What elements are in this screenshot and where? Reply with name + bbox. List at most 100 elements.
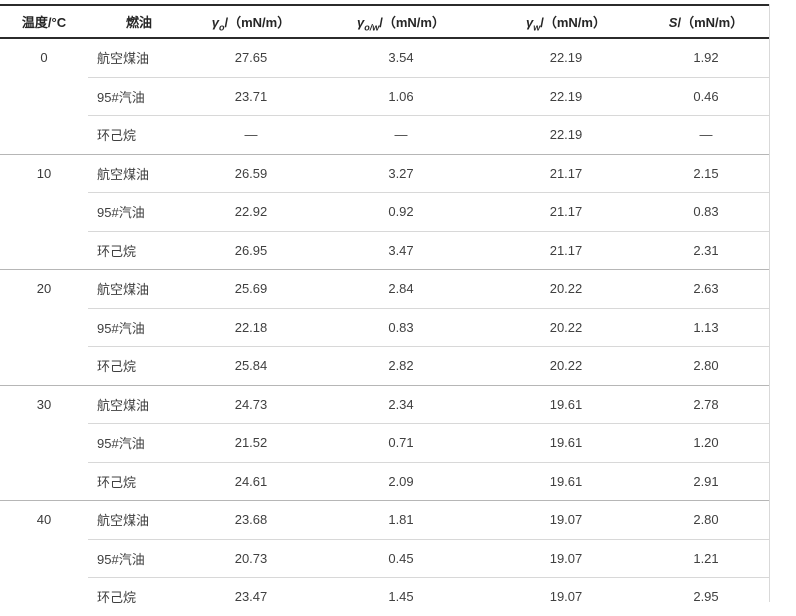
s-cell: 1.92 — [693, 50, 719, 66]
table-row: 0 航空煤油 27.65 3.54 22.19 1.92 — [0, 38, 770, 77]
s-cell: 1.21 — [642, 538, 770, 578]
table-row: 环己烷 26.95 3.47 21.17 2.31 — [0, 230, 770, 270]
gamma-w-cell: 22.19 — [490, 115, 642, 154]
gamma-ow-cell: 3.47 — [312, 230, 490, 270]
surface-tension-table: 温度/°C 燃油 γo/（mN/m） γo/w/（mN/m） γw/（mN/m）… — [0, 4, 770, 616]
gamma-w-cell: 22.19 — [549, 50, 583, 66]
s-cell: 0.46 — [642, 76, 770, 116]
gamma-w-cell: 19.61 — [490, 384, 642, 424]
temperature-cell: 0 — [40, 50, 48, 65]
fuel-cell: 航空煤油 — [88, 384, 190, 424]
s-cell: 2.80 — [642, 500, 770, 539]
col-header-gamma-w: γw/（mN/m） — [490, 5, 642, 39]
gamma-o-cell: 25.84 — [190, 346, 312, 385]
gamma-w-subscript: w — [533, 22, 541, 33]
gamma-w-cell: 20.22 — [490, 346, 642, 385]
gamma-o-cell: 27.65 — [234, 50, 268, 66]
fuel-cell: 航空煤油 — [97, 51, 150, 67]
s-cell: 1.13 — [642, 307, 770, 347]
fuel-cell: 95#汽油 — [88, 76, 190, 116]
gamma-ow-cell: 0.83 — [312, 307, 490, 347]
gamma-ow-cell: 2.84 — [312, 269, 490, 308]
col-header-fuel: 燃油 — [88, 5, 190, 39]
gamma-ow-cell: 0.45 — [312, 538, 490, 578]
gamma-ow-cell: 3.27 — [312, 153, 490, 193]
gamma-o-cell: 26.95 — [190, 230, 312, 270]
gamma-ow-cell: 2.09 — [312, 461, 490, 501]
s-cell: 0.83 — [642, 192, 770, 231]
temperature-cell: 40 — [0, 500, 88, 616]
gamma-w-cell: 22.19 — [490, 76, 642, 116]
gamma-w-cell: 21.17 — [490, 153, 642, 193]
gamma-ow-cell: 1.06 — [312, 76, 490, 116]
table-row: 环己烷 24.61 2.09 19.61 2.91 — [0, 461, 770, 501]
s-unit: /（mN/m） — [677, 15, 744, 30]
gamma-w-symbol: γ — [526, 15, 534, 30]
gamma-ow-unit: /（mN/m） — [379, 15, 445, 30]
s-cell: 2.80 — [642, 346, 770, 385]
s-cell: 1.20 — [642, 423, 770, 462]
fuel-cell: 95#汽油 — [88, 192, 190, 231]
gamma-o-cell: 22.18 — [190, 307, 312, 347]
gamma-ow-cell: 0.92 — [312, 192, 490, 231]
fuel-cell: 95#汽油 — [88, 538, 190, 578]
gamma-o-unit: /（mN/m） — [224, 15, 291, 30]
gamma-o-cell: 23.47 — [190, 577, 312, 616]
gamma-o-cell: 20.73 — [190, 538, 312, 578]
gamma-o-cell: 24.61 — [190, 461, 312, 501]
gamma-ow-symbol: γ — [357, 15, 365, 30]
s-cell: 2.95 — [642, 577, 770, 616]
gamma-o-cell: 25.69 — [190, 269, 312, 308]
gamma-w-cell: 19.07 — [490, 500, 642, 539]
table-row: 10 航空煤油 26.59 3.27 21.17 2.15 — [0, 153, 770, 270]
temperature-cell: 10 — [0, 153, 88, 270]
table-row: 95#汽油 20.73 0.45 19.07 1.21 — [0, 538, 770, 578]
gamma-o-cell: — — [190, 115, 312, 154]
gamma-w-unit: /（mN/m） — [540, 15, 606, 30]
table-row: 环己烷 25.84 2.82 20.22 2.80 — [0, 346, 770, 385]
table-row: 95#汽油 22.92 0.92 21.17 0.83 — [0, 192, 770, 231]
table-right-border-line — [769, 4, 770, 602]
gamma-o-cell: 23.68 — [190, 500, 312, 539]
table-row: 环己烷 — — 22.19 — — [0, 115, 770, 154]
gamma-ow-cell: 1.45 — [312, 577, 490, 616]
table-row: 95#汽油 21.52 0.71 19.61 1.20 — [0, 423, 770, 462]
fuel-cell: 航空煤油 — [88, 500, 190, 539]
s-symbol: S — [668, 15, 678, 30]
table-row: 40 航空煤油 23.68 1.81 19.07 2.80 — [0, 500, 770, 616]
table-row: 95#汽油 22.18 0.83 20.22 1.13 — [0, 307, 770, 347]
gamma-w-cell: 20.22 — [490, 307, 642, 347]
fuel-cell: 环己烷 — [88, 115, 190, 154]
fuel-cell: 环己烷 — [88, 577, 190, 616]
fuel-cell: 95#汽油 — [88, 307, 190, 347]
gamma-ow-cell: 3.54 — [388, 50, 414, 66]
gamma-ow-cell: 1.81 — [312, 500, 490, 539]
fuel-cell: 95#汽油 — [88, 423, 190, 462]
table-row: 30 航空煤油 24.73 2.34 19.61 2.78 — [0, 384, 770, 501]
gamma-ow-subscript: o/w — [364, 22, 380, 33]
gamma-ow-cell: 2.82 — [312, 346, 490, 385]
gamma-w-cell: 21.17 — [490, 192, 642, 231]
surface-tension-table-page: 温度/°C 燃油 γo/（mN/m） γo/w/（mN/m） γw/（mN/m）… — [0, 4, 796, 616]
gamma-o-cell: 22.92 — [190, 192, 312, 231]
fuel-cell: 环己烷 — [88, 230, 190, 270]
gamma-ow-cell: 2.34 — [312, 384, 490, 424]
s-cell: 2.78 — [642, 384, 770, 424]
gamma-w-cell: 21.17 — [490, 230, 642, 270]
gamma-o-cell: 21.52 — [190, 423, 312, 462]
gamma-o-symbol: γ — [211, 15, 219, 30]
gamma-w-cell: 19.61 — [490, 461, 642, 501]
s-cell: — — [642, 115, 770, 154]
table-row: 环己烷 23.47 1.45 19.07 2.95 — [0, 577, 770, 616]
gamma-w-cell: 19.07 — [490, 538, 642, 578]
gamma-ow-cell: 0.71 — [312, 423, 490, 462]
gamma-w-cell: 19.61 — [490, 423, 642, 462]
gamma-o-cell: 23.71 — [190, 76, 312, 116]
gamma-o-cell: 26.59 — [190, 153, 312, 193]
s-cell: 2.91 — [642, 461, 770, 501]
s-cell: 2.31 — [642, 230, 770, 270]
table-row: 95#汽油 23.71 1.06 22.19 0.46 — [0, 76, 770, 116]
table-row: 20 航空煤油 25.69 2.84 20.22 2.63 — [0, 269, 770, 385]
fuel-cell: 航空煤油 — [88, 153, 190, 193]
gamma-w-cell: 19.07 — [490, 577, 642, 616]
